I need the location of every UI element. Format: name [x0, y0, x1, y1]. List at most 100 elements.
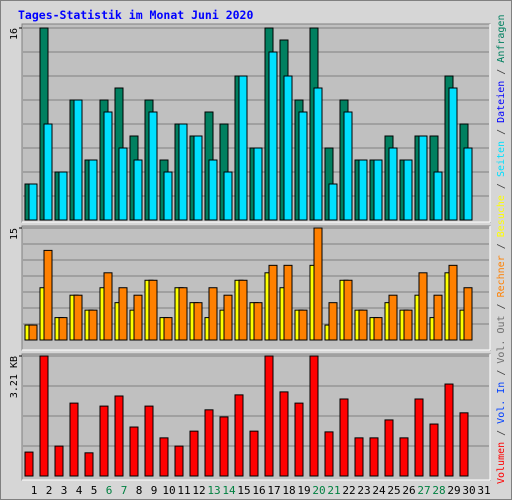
x-tick-label: 1 — [31, 484, 38, 497]
x-tick-label: 25 — [387, 484, 400, 497]
bar — [339, 398, 349, 477]
x-tick-label: 20 — [312, 484, 325, 497]
bar — [219, 416, 229, 477]
legend-separator: / — [496, 69, 507, 75]
y-tick-label: 15 — [9, 228, 20, 240]
bar — [99, 405, 109, 477]
bar — [388, 294, 398, 341]
bar — [343, 279, 353, 341]
bar — [448, 87, 458, 221]
legend-entry: Besuche — [496, 195, 507, 237]
x-tick-label: 18 — [282, 484, 295, 497]
legend-entry: Anfragen — [496, 15, 507, 63]
bar — [54, 445, 64, 477]
legend-entry: Seiten — [496, 141, 507, 177]
x-tick-label: 28 — [432, 484, 445, 497]
x-tick-label: 15 — [237, 484, 250, 497]
x-tick-label: 6 — [106, 484, 113, 497]
bar — [159, 437, 169, 477]
bar — [249, 430, 259, 477]
x-tick-label: 17 — [267, 484, 280, 497]
x-tick-label: 7 — [121, 484, 128, 497]
chart-title: Tages-Statistik im Monat Juni 2020 — [18, 8, 253, 22]
bar — [148, 111, 158, 221]
x-tick-label: 16 — [252, 484, 265, 497]
bar — [343, 111, 353, 221]
x-tick-label: 11 — [177, 484, 190, 497]
bar — [73, 294, 83, 341]
bar — [43, 123, 53, 221]
bar — [133, 294, 143, 341]
bar — [283, 264, 293, 341]
bar — [448, 264, 458, 341]
bar — [144, 405, 154, 477]
bar — [298, 111, 308, 221]
bar — [279, 391, 289, 477]
bar — [384, 419, 394, 477]
bar — [238, 279, 248, 341]
legend-entry: Vol. Out — [496, 315, 507, 363]
bar — [178, 123, 188, 221]
bar — [114, 395, 124, 477]
bar — [253, 147, 263, 221]
bar — [103, 111, 113, 221]
x-tick-label: 3 — [61, 484, 68, 497]
bar — [234, 394, 244, 477]
x-tick-label: 26 — [402, 484, 415, 497]
y-tick-label: 3.21 KB — [9, 356, 20, 398]
bar — [204, 409, 214, 477]
legend-separator: / — [496, 183, 507, 189]
bar — [178, 287, 188, 341]
bar — [118, 287, 128, 341]
bar — [223, 294, 233, 341]
bar — [148, 279, 158, 341]
bar — [43, 249, 53, 341]
bar — [238, 75, 248, 221]
bar — [163, 171, 173, 221]
bar — [264, 355, 274, 477]
x-tick-label: 12 — [192, 484, 205, 497]
x-tick-label: 29 — [447, 484, 460, 497]
bar — [324, 431, 334, 477]
bar — [414, 398, 424, 477]
bar — [373, 317, 383, 341]
bar — [208, 159, 218, 221]
bar — [84, 452, 94, 477]
bar — [399, 437, 409, 477]
legend-entry: Dateien — [496, 81, 507, 123]
bar — [403, 309, 413, 341]
bar — [444, 383, 454, 477]
bar — [129, 426, 139, 477]
bar — [193, 302, 203, 341]
bar — [309, 355, 319, 477]
bar — [328, 302, 338, 341]
x-tick-label: 9 — [151, 484, 158, 497]
x-tick-label: 14 — [222, 484, 236, 497]
x-tick-label: 21 — [327, 484, 340, 497]
bar — [28, 324, 38, 341]
bar — [418, 272, 428, 341]
x-tick-label: 19 — [297, 484, 310, 497]
bar — [418, 135, 428, 221]
x-tick-label: 13 — [207, 484, 220, 497]
bar — [313, 87, 323, 221]
legend-entry: Vol. In — [496, 382, 507, 424]
bar — [358, 159, 368, 221]
bar — [429, 423, 439, 477]
bar — [208, 287, 218, 341]
bar — [39, 355, 49, 477]
bar — [118, 147, 128, 221]
x-tick-label: 5 — [91, 484, 98, 497]
bar — [88, 159, 98, 221]
bar — [163, 317, 173, 341]
legend-entry: Volumen — [496, 442, 507, 484]
bar — [88, 309, 98, 341]
legend: Volumen / Vol. In / Vol. Out / Rechner / Besuche… — [496, 15, 507, 484]
bar — [388, 147, 398, 221]
bar — [433, 171, 443, 221]
bar — [58, 171, 68, 221]
bar — [253, 302, 263, 341]
x-tick-label: 8 — [136, 484, 143, 497]
bar — [69, 402, 79, 477]
